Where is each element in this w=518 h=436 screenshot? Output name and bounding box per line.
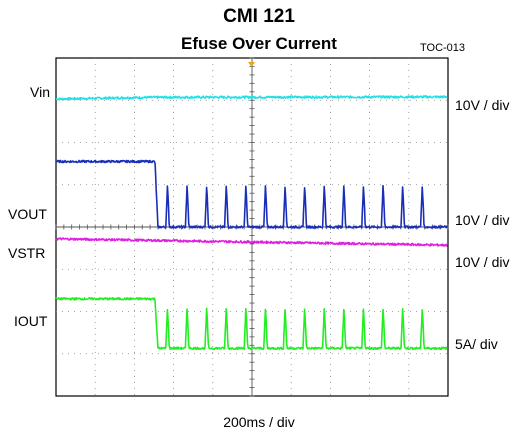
trace-iout	[55, 296, 449, 351]
trigger-marker	[248, 62, 255, 67]
trace-vstr	[55, 237, 448, 247]
scale-vin: 10V / div	[455, 97, 510, 113]
trace-vin	[55, 95, 449, 101]
chart-subtitle: Efuse Over Current	[181, 34, 337, 53]
trace-vout	[55, 159, 448, 229]
figure-id: TOC-013	[420, 42, 466, 54]
x-axis-label: 200ms / div	[223, 414, 295, 430]
scale-vstr: 10V / div	[455, 254, 510, 270]
traces	[55, 95, 449, 351]
chart-title: CMI 121	[223, 6, 295, 27]
scale-iout: 5A/ div	[455, 336, 498, 352]
label-vin: Vin	[30, 84, 50, 100]
scale-vout: 10V / div	[455, 212, 510, 228]
label-vout: VOUT	[8, 206, 47, 222]
label-vstr: VSTR	[8, 245, 46, 261]
label-iout: IOUT	[14, 313, 48, 329]
